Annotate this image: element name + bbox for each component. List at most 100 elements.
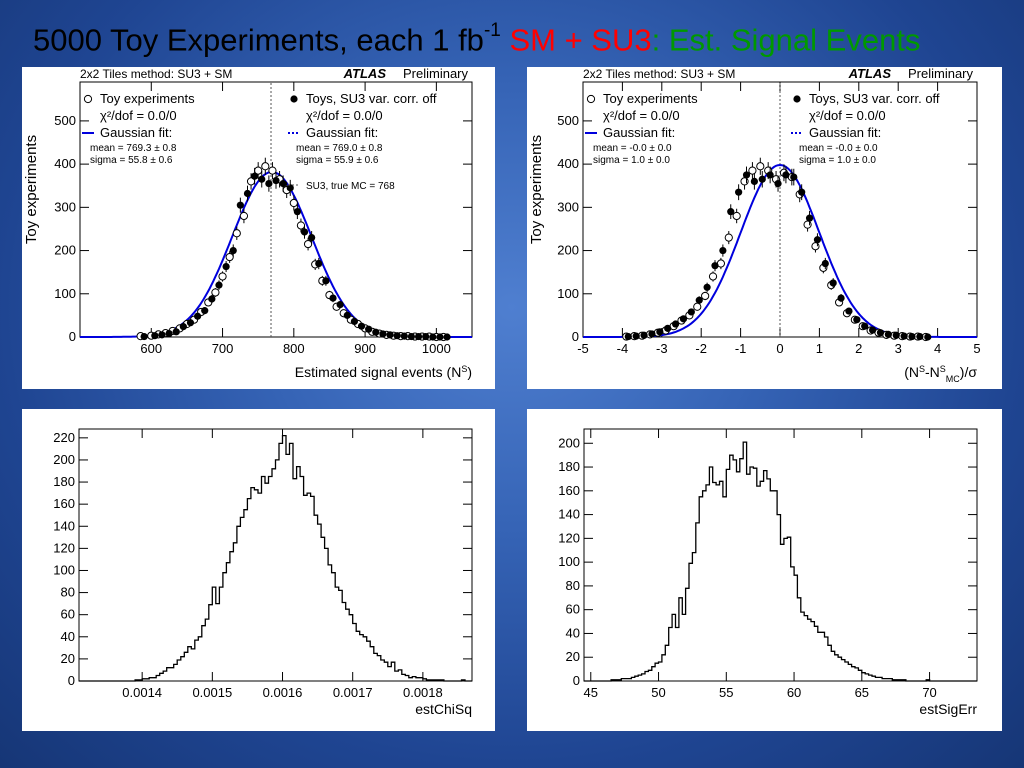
chart-estimated-signal-events: 600 700 800 900 1000 0 100 200 300 400 500 2x2 Tile…: [23, 67, 473, 380]
data-point-filled: [251, 172, 259, 180]
y-tick-label: 40: [566, 625, 580, 640]
data-point-filled: [336, 300, 344, 309]
plot-frame: [79, 81, 473, 338]
data-point-filled: [648, 330, 656, 338]
x-axis-label: (NS-NSMC)/σ: [904, 364, 977, 384]
data-point-filled: [186, 319, 195, 327]
data-point-filled: [829, 279, 837, 287]
x-tick-label: 700: [212, 341, 234, 356]
data-point-filled: [194, 312, 202, 320]
data-point-filled: [774, 179, 782, 188]
legend-marker-filled: [793, 95, 801, 103]
x-axis-label-part: S: [461, 364, 467, 374]
data-point-filled: [236, 201, 244, 209]
x-axis-label: estChiSq: [415, 701, 472, 717]
data-point-filled: [703, 283, 711, 291]
x-tick-label: -5: [577, 341, 589, 356]
data-point-filled: [315, 259, 323, 268]
x-tick-label: 5: [973, 341, 980, 356]
x-tick-label: 0.0014: [122, 685, 162, 700]
x-tick-label: 900: [354, 341, 376, 356]
data-point-open: [732, 211, 741, 221]
histogram-line: [584, 441, 977, 682]
legend-left-fit: Gaussian fit:: [603, 125, 675, 140]
data-point-filled: [695, 296, 703, 304]
legend-right-mean: mean = 769.0 ± 0.8: [296, 143, 383, 154]
data-point-open: [225, 252, 234, 262]
data-point-filled: [624, 332, 632, 341]
x-axis-label-part: S: [919, 364, 925, 374]
x-tick-label: 0.0018: [403, 685, 443, 700]
panel-top-left: 600 700 800 900 1000 0 100 200 300 400 500 2x2 Tile…: [22, 67, 495, 389]
data-point-filled: [845, 307, 853, 315]
data-point-filled: [671, 320, 680, 328]
x-tick-label: 1: [816, 341, 823, 356]
data-point-open: [296, 221, 306, 230]
data-point-filled: [429, 333, 437, 341]
data-point-filled: [179, 323, 187, 331]
x-axis-label-part: S: [940, 364, 946, 374]
data-point-filled: [656, 328, 664, 336]
x-tick-label: 45: [584, 685, 598, 700]
y-tick-label: 400: [54, 156, 76, 171]
x-tick-label: 1000: [422, 341, 451, 356]
data-point-filled: [300, 228, 309, 236]
y-tick-label: 300: [557, 199, 579, 214]
y-tick-label: 220: [53, 430, 75, 445]
x-axis-label: Estimated signal events (NS): [295, 364, 472, 380]
x-axis-label-part: (N: [904, 364, 919, 380]
data-point-open: [268, 166, 277, 175]
data-point-open: [211, 288, 220, 297]
data-point-filled: [798, 188, 806, 196]
title-colon: :: [651, 22, 661, 58]
data-point-filled: [805, 214, 814, 222]
x-tick-label: 70: [922, 685, 936, 700]
data-point-filled: [293, 208, 301, 216]
x-tick-label: 50: [651, 685, 665, 700]
data-point-open: [724, 233, 733, 242]
data-point-filled: [813, 236, 822, 244]
data-point-filled: [322, 277, 330, 285]
legend-right-mean: mean = -0.0 ± 0.0: [799, 143, 878, 154]
data-point-filled: [165, 329, 173, 338]
y-axis-label: Toy experiments: [528, 135, 545, 244]
data-point-filled: [386, 331, 394, 339]
data-point-filled: [308, 233, 316, 242]
data-point-filled: [853, 316, 861, 324]
x-axis-label-part: MC: [946, 374, 960, 384]
y-tick-label: 60: [61, 607, 75, 622]
data-point-filled: [750, 177, 758, 186]
data-point-filled: [215, 281, 223, 289]
x-axis-label-part: ): [467, 364, 472, 380]
panel-top-right: -5 -4 -3 -2 -1 0 1 2 3 4 5 0 100 200 300 400 500 2x2 Tile…: [527, 67, 1002, 389]
data-point-filled: [414, 332, 423, 341]
x-tick-label: -1: [735, 341, 747, 356]
legend-left-sigma: sigma = 1.0 ± 0.0: [593, 155, 670, 166]
chart-estchisq-histogram: 0.0014 0.0015 0.0016 0.0017 0.0018 0 20 40 60 80 1…: [53, 428, 473, 717]
data-point-filled: [372, 328, 380, 336]
y-tick-label: 200: [54, 243, 76, 258]
y-tick-label: 200: [558, 435, 580, 450]
y-tick-label: 0: [68, 673, 75, 688]
x-tick-label: 4: [934, 341, 941, 356]
data-point-filled: [924, 333, 932, 341]
y-tick-label: 300: [54, 199, 76, 214]
y-tick-label: 500: [54, 113, 76, 128]
legend-right-sigma: sigma = 1.0 ± 0.0: [799, 155, 876, 166]
data-point-filled: [443, 333, 451, 341]
title-sup: -1: [483, 20, 501, 41]
x-tick-label: 55: [719, 685, 733, 700]
title-main: 5000 Toy Experiments, each 1 fb: [33, 22, 484, 58]
data-point-filled: [140, 332, 148, 341]
data-point-filled: [908, 332, 916, 341]
data-point-filled: [329, 294, 337, 302]
y-tick-label: 0: [573, 673, 580, 688]
data-point-filled: [229, 246, 237, 255]
data-point-filled: [265, 179, 273, 188]
legend-right-true-mc: SU3, true MC = 768: [306, 181, 395, 192]
data-point-open: [261, 162, 270, 171]
data-point-filled: [436, 333, 444, 341]
title-sm-su3: SM + SU3: [509, 22, 652, 58]
legend-left-mean: mean = 769.3 ± 0.8: [90, 143, 177, 154]
legend-left-title: Toy experiments: [100, 91, 195, 106]
